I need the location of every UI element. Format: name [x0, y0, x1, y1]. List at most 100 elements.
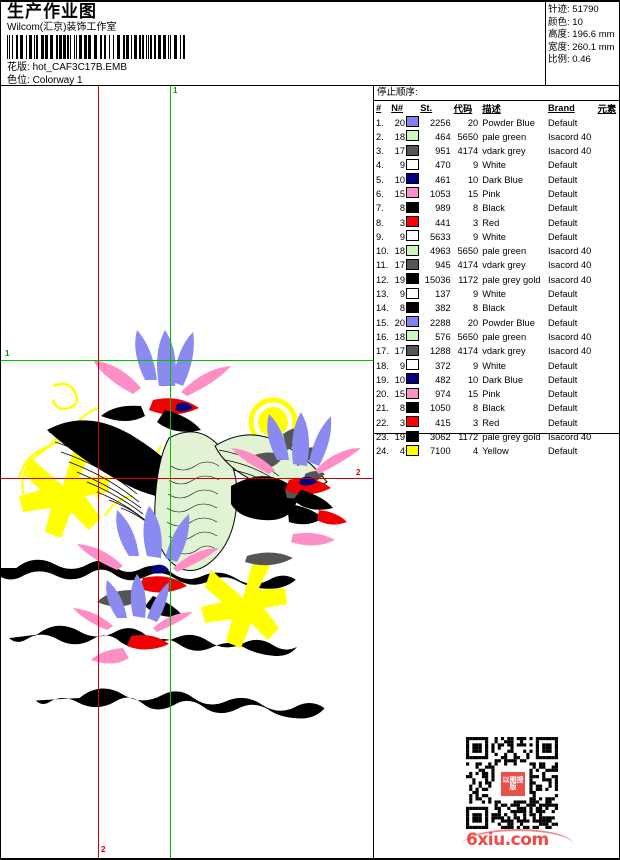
colorway-value: Colorway 1 [32, 75, 83, 86]
height-row: 高度: 196.6 mm [548, 29, 618, 42]
table-row[interactable]: 18. 9 372 9 White Default [374, 359, 619, 373]
row-swatch [405, 416, 420, 430]
row-needle: 9 [399, 289, 405, 300]
table-row[interactable]: 22. 3 415 3 Red Default [374, 416, 619, 430]
table-row[interactable]: 3. 17 951 4174 vdark grey Isacord 40 [374, 144, 619, 159]
color-swatch [406, 144, 420, 156]
row-description: vdark grey [482, 146, 526, 157]
color-swatch [406, 273, 420, 285]
row-needle: 3 [399, 417, 405, 428]
row-element [598, 116, 619, 130]
row-code: 5650 [457, 131, 479, 142]
row-swatch [405, 330, 420, 344]
colorway-row: 色位: Colorway 1 [7, 75, 83, 87]
row-swatch [405, 373, 420, 387]
table-row[interactable]: 13. 9 137 9 White Default [374, 287, 619, 302]
stitch-count-value: 51790 [572, 4, 599, 15]
table-row[interactable]: 23. 19 3062 1172 pale grey gold Isacord 40 [374, 430, 619, 445]
row-index: 1. [376, 117, 384, 128]
table-row[interactable]: 17. 17 1288 4174 vdark grey Isacord 40 [374, 344, 619, 359]
row-description: Red [482, 417, 500, 428]
table-row[interactable]: 10. 18 4963 5650 pale green Isacord 40 [374, 244, 619, 259]
row-code: 1172 [458, 274, 479, 285]
row-code: 20 [467, 117, 479, 128]
table-row[interactable]: 8. 3 441 3 Red Default [374, 216, 619, 230]
row-code: 5650 [457, 246, 479, 257]
col-header-stitches: St. [420, 103, 433, 113]
table-row[interactable]: 5. 10 461 10 Dark Blue Default [374, 173, 619, 187]
row-index: 13. [376, 289, 389, 300]
row-index: 4. [376, 160, 384, 171]
watermark-block: 以图搜版 6xiu.com [462, 737, 576, 850]
table-row[interactable]: 16. 18 576 5650 pale green Isacord 40 [374, 330, 619, 344]
row-description: White [482, 160, 506, 171]
row-brand: Isacord 40 [547, 432, 592, 443]
scale-label: 比例: [548, 54, 570, 66]
site-url-text: 6xiu.com [466, 830, 549, 850]
scale-row: 比例: 0.46 [548, 54, 618, 67]
row-swatch [405, 301, 420, 316]
row-code: 4174 [457, 260, 479, 271]
row-stitches: 989 [435, 203, 451, 214]
row-element [598, 159, 619, 173]
table-row[interactable]: 9. 9 5633 9 White Default [374, 230, 619, 244]
brand-swoosh-icon [462, 829, 574, 845]
table-row[interactable]: 20. 15 974 15 Pink Default [374, 387, 619, 402]
row-index: 23. [376, 432, 389, 443]
col-header-element: 元素 [597, 104, 617, 114]
row-brand: Isacord 40 [547, 131, 592, 142]
row-element [598, 416, 619, 430]
row-element [598, 402, 619, 416]
row-stitches: 441 [435, 217, 451, 228]
row-swatch [405, 173, 420, 187]
row-description: White [482, 360, 506, 371]
table-row[interactable]: 19. 10 482 10 Dark Blue Default [374, 373, 619, 387]
table-row[interactable]: 24. 4 7100 4 Yellow Default [374, 444, 619, 459]
row-code: 9 [473, 289, 479, 300]
row-description: Dark Blue [482, 174, 524, 185]
row-code: 5650 [457, 331, 479, 342]
row-index: 19. [376, 374, 389, 385]
row-swatch [405, 444, 420, 459]
row-stitches: 470 [435, 160, 451, 171]
table-row[interactable]: 2. 18 464 5650 pale green Isacord 40 [374, 130, 619, 144]
guide-label-red-vertical: 2 [101, 845, 106, 854]
row-description: vdark grey [482, 346, 526, 357]
row-swatch [405, 187, 420, 201]
table-row[interactable]: 12. 19 15036 1172 pale grey gold Isacord 40 [374, 273, 619, 287]
row-brand: Default [547, 217, 578, 228]
table-row[interactable]: 7. 8 989 8 Black Default [374, 201, 619, 216]
row-stitches: 576 [435, 331, 451, 342]
table-row[interactable]: 1. 20 2256 20 Powder Blue Default [374, 116, 619, 130]
row-swatch [405, 130, 420, 144]
color-swatch [406, 187, 420, 199]
row-code: 9 [473, 360, 479, 371]
table-row[interactable]: 15. 20 2288 20 Powder Blue Default [374, 316, 619, 330]
table-top-rule [374, 100, 619, 101]
row-brand: Isacord 40 [547, 274, 592, 285]
row-brand: Default [547, 160, 578, 171]
table-row[interactable]: 21. 8 1050 8 Black Default [374, 401, 619, 416]
width-value: 260.1 mm [572, 41, 615, 53]
table-row[interactable]: 6. 15 1053 15 Pink Default [374, 187, 619, 201]
table-row[interactable]: 4. 9 470 9 White Default [374, 158, 619, 173]
table-row[interactable]: 14. 8 382 8 Black Default [374, 301, 619, 316]
row-stitches: 974 [435, 389, 451, 400]
row-element [598, 288, 619, 302]
color-swatch [406, 316, 420, 328]
row-brand: Default [547, 303, 578, 314]
artwork-layer-yellow [17, 382, 298, 648]
row-code: 3 [473, 417, 479, 428]
row-swatch [405, 201, 420, 216]
row-index: 6. [376, 188, 384, 199]
row-needle: 18 [394, 131, 405, 142]
table-row[interactable]: 11. 17 945 4174 vdark grey Isacord 40 [374, 258, 619, 273]
row-swatch [405, 273, 420, 287]
row-element [598, 302, 619, 316]
width-label: 宽度: [548, 41, 570, 53]
col-header-swatch [405, 101, 420, 116]
row-description: Pink [482, 389, 501, 400]
design-canvas: 1 1 2 2 [1, 86, 373, 858]
header-vertical-divider [545, 2, 546, 85]
color-sequence-panel: 停止顺序: # N# St. 代码 描述 Brand 元素 1. 20 2256 20… [374, 86, 619, 456]
